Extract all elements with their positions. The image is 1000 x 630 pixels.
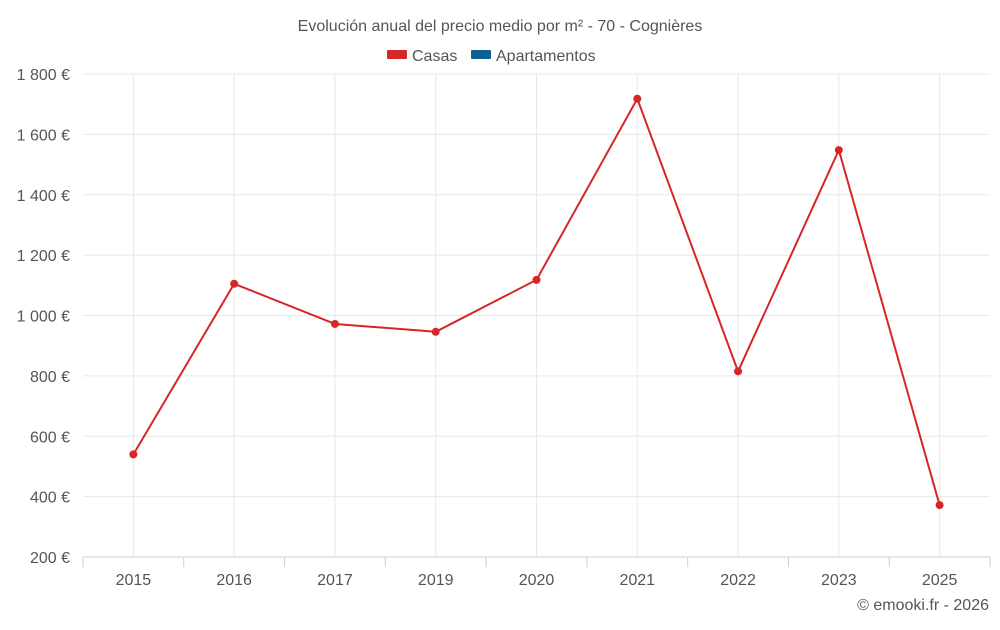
y-tick-label: 400 € — [30, 490, 70, 507]
data-point[interactable] — [834, 146, 843, 155]
chart-title: Evolución anual del precio medio por m² … — [298, 18, 703, 35]
series-casas — [129, 94, 944, 510]
x-tick-label: 2017 — [317, 572, 353, 589]
data-point[interactable] — [431, 327, 440, 336]
y-tick-label: 200 € — [30, 550, 70, 567]
x-tick-label: 2022 — [720, 572, 756, 589]
credit-text: © emooki.fr - 2026 — [857, 597, 989, 614]
legend[interactable]: Casas Apartamentos — [387, 48, 596, 65]
legend-label-casas: Casas — [412, 48, 457, 65]
x-tick-label: 2020 — [519, 572, 555, 589]
legend-label-apartamentos: Apartamentos — [496, 48, 596, 65]
legend-item-casas[interactable]: Casas — [387, 48, 457, 65]
x-tick-label: 2021 — [619, 572, 655, 589]
grid — [83, 73, 990, 557]
y-tick-label: 800 € — [30, 369, 70, 386]
axes: 200 € 400 € 600 € 800 € 1 000 € 1 200 € 1 400 … — [17, 67, 991, 589]
y-tick-label: 600 € — [30, 429, 70, 446]
data-point[interactable] — [532, 275, 541, 284]
x-tick-label: 2025 — [922, 572, 958, 589]
legend-swatch-apartamentos — [471, 50, 491, 59]
x-tick-label: 2023 — [821, 572, 857, 589]
y-tick-label: 1 600 € — [17, 127, 70, 144]
y-tick-label: 1 400 € — [17, 188, 70, 205]
data-point[interactable] — [633, 94, 642, 103]
legend-item-apartamentos[interactable]: Apartamentos — [471, 48, 596, 65]
y-tick-label: 1 000 € — [17, 309, 70, 326]
data-point[interactable] — [129, 450, 138, 459]
y-tick-label: 1 800 € — [17, 67, 70, 84]
x-tick-label: 2015 — [116, 572, 152, 589]
data-point[interactable] — [935, 501, 944, 510]
x-tick-label: 2019 — [418, 572, 454, 589]
data-point[interactable] — [230, 279, 239, 288]
legend-swatch-casas — [387, 50, 407, 59]
data-point[interactable] — [330, 319, 339, 328]
y-tick-label: 1 200 € — [17, 248, 70, 265]
x-tick-label: 2016 — [216, 572, 252, 589]
data-point[interactable] — [734, 367, 743, 376]
